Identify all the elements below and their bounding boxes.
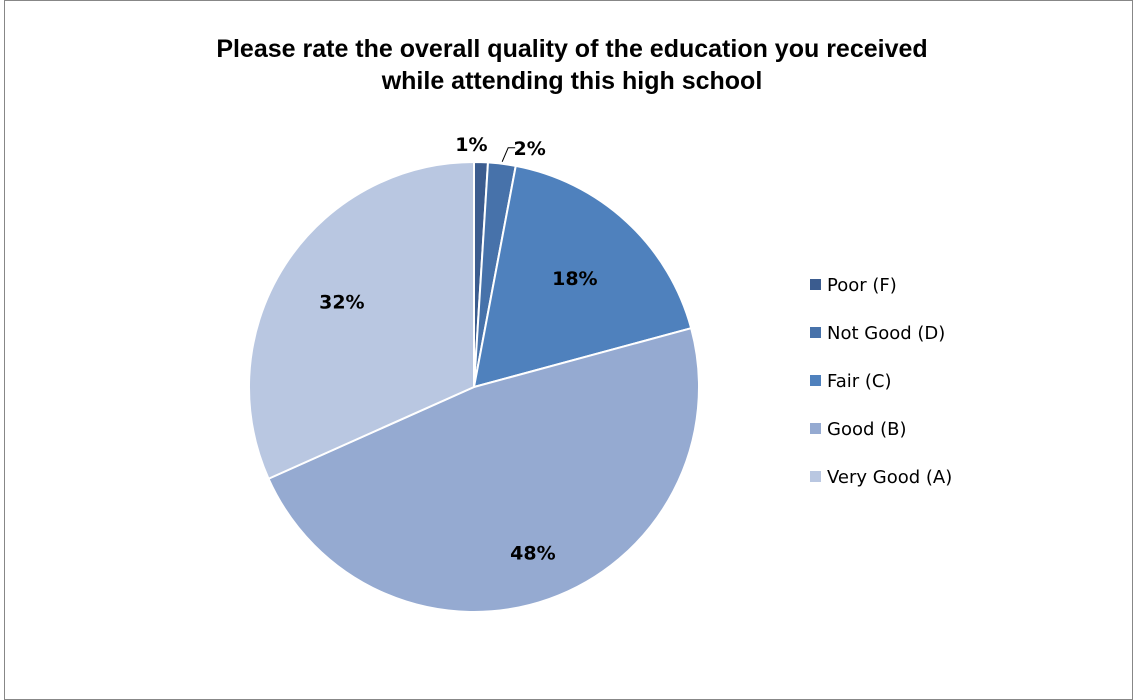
legend-label: Very Good (A) (827, 467, 952, 488)
data-label: 32% (319, 291, 364, 313)
legend-swatch (810, 279, 821, 290)
legend-label: Good (B) (827, 419, 907, 440)
legend-label: Poor (F) (827, 275, 897, 296)
pie-slices (248, 160, 700, 613)
data-label: 48% (510, 542, 555, 564)
data-label: 1% (455, 134, 487, 156)
leader-lines (501, 147, 516, 162)
legend-swatch (810, 423, 821, 434)
pie-chart: Please rate the overall quality of the e… (216, 35, 952, 613)
legend-swatch (810, 375, 821, 386)
chart-title-line-2: while attending this high school (381, 67, 763, 95)
pie-slice-good-b (267, 326, 700, 613)
legend-swatch (810, 471, 821, 482)
leader-line (501, 147, 516, 162)
data-label: 2% (514, 138, 546, 160)
pie-slice-very-good-a (248, 160, 475, 481)
data-labels: 1% 2% 18% 48% 32% (319, 134, 597, 564)
legend: Poor (F) Not Good (D) Fair (C) Good (B) Very… (810, 275, 952, 488)
legend-label: Not Good (D) (827, 323, 945, 344)
pie-slice-fair-c (472, 164, 693, 389)
legend-label: Fair (C) (827, 371, 891, 392)
data-label: 18% (552, 268, 597, 290)
legend-swatch (810, 327, 821, 338)
chart-title-line-1: Please rate the overall quality of the e… (216, 35, 927, 63)
